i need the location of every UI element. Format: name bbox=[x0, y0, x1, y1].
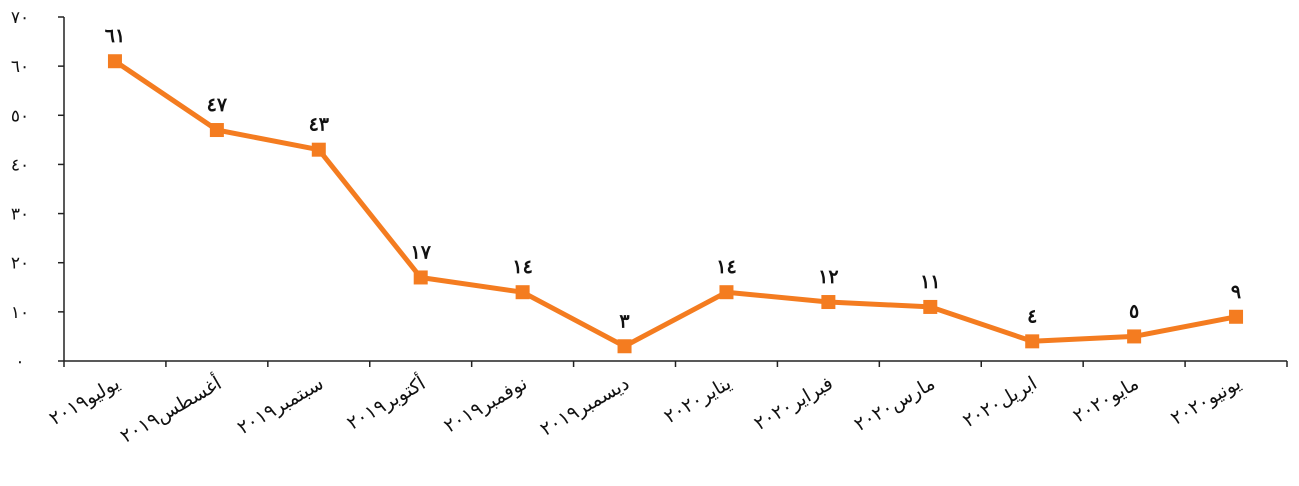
data-markers bbox=[107, 54, 1244, 354]
x-tick-label: أغسطس٢٠١٩ bbox=[115, 370, 225, 448]
x-tick-label: سبتمبر٢٠١٩ bbox=[234, 372, 328, 439]
x-tick-label: مارس٢٠٢٠ bbox=[851, 372, 939, 436]
data-point-marker bbox=[311, 142, 326, 157]
data-label: ٣ bbox=[619, 310, 630, 332]
y-tick-label: ١٠ bbox=[11, 303, 29, 323]
x-tick-label: ديسمبر٢٠١٩ bbox=[537, 372, 634, 440]
x-tick-label: أكتوبر٢٠١٩ bbox=[342, 370, 429, 435]
x-tick-label: نوفمبر٢٠١٩ bbox=[440, 372, 531, 437]
data-point-marker bbox=[515, 285, 530, 300]
data-point-marker bbox=[209, 123, 224, 138]
y-tick-label: ٠ bbox=[15, 352, 24, 372]
y-tick-label: ٢٠ bbox=[11, 254, 29, 274]
data-point-marker bbox=[1127, 329, 1142, 344]
data-point-marker bbox=[107, 54, 122, 69]
x-tick-label: فبراير٢٠٢٠ bbox=[750, 372, 837, 435]
x-tick-label: ابريل٢٠٢٠ bbox=[959, 372, 1041, 432]
data-point-marker bbox=[1229, 309, 1244, 324]
x-tick-label: مايو٢٠٢٠ bbox=[1069, 372, 1142, 427]
data-label: ٩ bbox=[1231, 281, 1241, 303]
data-point-marker bbox=[617, 339, 632, 354]
data-label: ١٤ bbox=[512, 256, 532, 278]
y-tick-label: ٣٠ bbox=[11, 205, 29, 225]
data-label: ٤ bbox=[1027, 305, 1037, 327]
series-line bbox=[113, 59, 1237, 349]
data-point-marker bbox=[821, 295, 836, 310]
y-tick-label: ٥٠ bbox=[11, 106, 29, 126]
data-point-marker bbox=[923, 299, 938, 314]
y-tick-label: ٦٠ bbox=[11, 57, 29, 77]
data-label: ٦١ bbox=[105, 25, 125, 47]
x-tick-label: يوليو٢٠١٩ bbox=[46, 372, 124, 430]
data-label: ٤٣ bbox=[309, 114, 330, 136]
data-label: ٥ bbox=[1129, 300, 1139, 322]
y-tick-label: ٧٠ bbox=[11, 8, 29, 28]
data-point-marker bbox=[719, 285, 734, 300]
data-point-marker bbox=[413, 270, 428, 285]
x-tick-label: يناير٢٠٢٠ bbox=[660, 372, 735, 428]
y-axis-ticks: ٠ ١٠ ٢٠ ٣٠ ٤٠ ٥٠ ٦٠ ٧٠ bbox=[11, 8, 64, 372]
data-label: ١٧ bbox=[410, 241, 431, 263]
x-tick-label: يونيو٢٠٢٠ bbox=[1167, 372, 1244, 429]
data-point-marker bbox=[1025, 334, 1040, 349]
data-label: ١١ bbox=[920, 271, 940, 293]
data-labels: ٦١ ٤٧ ٤٣ ١٧ ١٤ ٣ ١٤ ١٢ ١١ ٤ ٥ ٩ bbox=[105, 25, 1241, 332]
data-label: ١٢ bbox=[818, 266, 838, 288]
y-tick-label: ٤٠ bbox=[11, 155, 29, 175]
data-label: ١٤ bbox=[716, 256, 736, 278]
data-label: ٤٧ bbox=[207, 94, 228, 116]
